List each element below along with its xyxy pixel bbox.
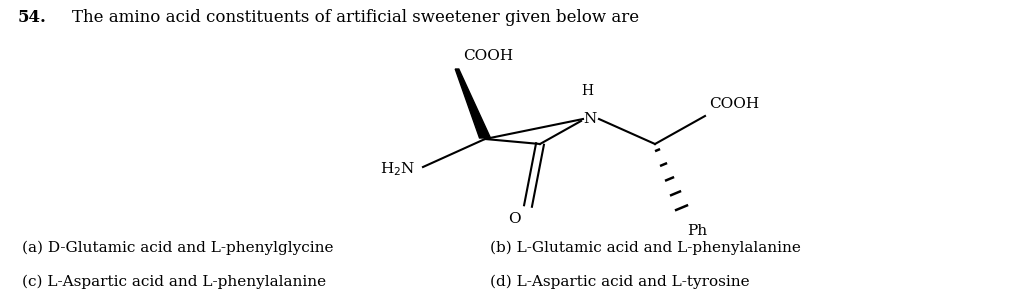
Text: O: O xyxy=(507,212,521,226)
Text: (a) D-Glutamic acid and L-phenylglycine: (a) D-Glutamic acid and L-phenylglycine xyxy=(22,241,333,255)
Text: Ph: Ph xyxy=(687,224,707,238)
Text: COOH: COOH xyxy=(709,97,760,111)
Text: The amino acid constituents of artificial sweetener given below are: The amino acid constituents of artificia… xyxy=(72,9,640,26)
Text: H$_2$N: H$_2$N xyxy=(379,160,415,178)
Text: COOH: COOH xyxy=(463,49,514,63)
Text: N: N xyxy=(583,112,597,126)
Text: H: H xyxy=(581,84,593,98)
Text: (b) L-Glutamic acid and L-phenylalanine: (b) L-Glutamic acid and L-phenylalanine xyxy=(490,241,801,255)
Text: 54.: 54. xyxy=(18,9,47,26)
Text: (d) L-Aspartic acid and L-tyrosine: (d) L-Aspartic acid and L-tyrosine xyxy=(490,275,749,289)
Text: (c) L-Aspartic acid and L-phenylalanine: (c) L-Aspartic acid and L-phenylalanine xyxy=(22,275,326,289)
Polygon shape xyxy=(455,69,491,138)
